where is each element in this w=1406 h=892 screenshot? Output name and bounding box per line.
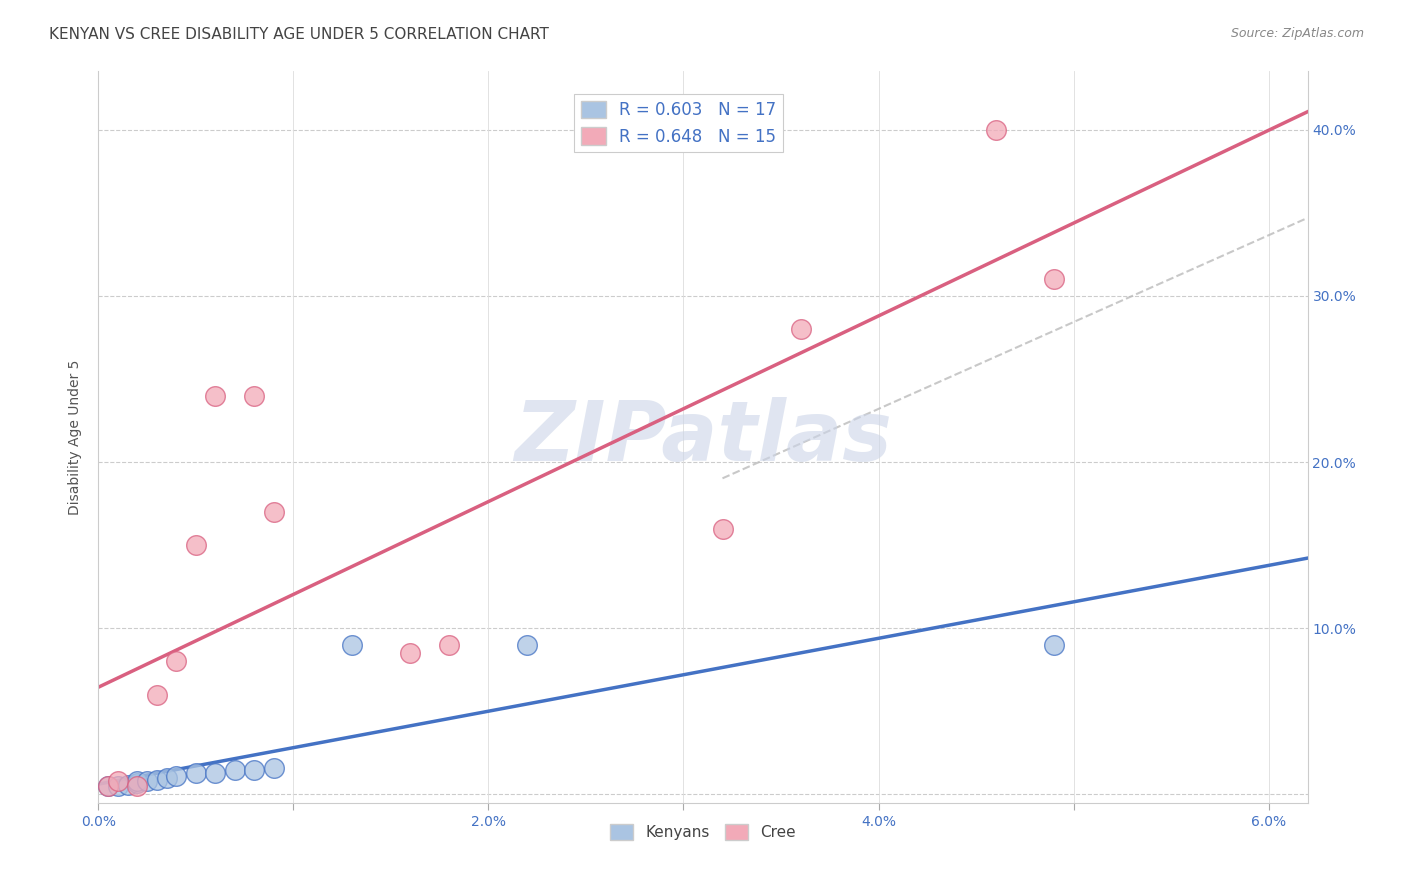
Point bbox=[263, 761, 285, 775]
Point bbox=[224, 763, 246, 777]
Point bbox=[340, 638, 363, 652]
Point bbox=[184, 765, 207, 780]
Point bbox=[1043, 638, 1066, 652]
Point bbox=[156, 771, 179, 785]
Point bbox=[136, 774, 159, 789]
Point bbox=[146, 772, 169, 787]
Point bbox=[97, 779, 120, 793]
Legend: Kenyans, Cree: Kenyans, Cree bbox=[605, 818, 801, 847]
Y-axis label: Disability Age Under 5: Disability Age Under 5 bbox=[69, 359, 83, 515]
Point bbox=[165, 769, 187, 783]
Point bbox=[243, 763, 266, 777]
Point bbox=[107, 779, 129, 793]
Point bbox=[1043, 272, 1066, 286]
Point bbox=[243, 388, 266, 402]
Point bbox=[516, 638, 538, 652]
Point bbox=[97, 779, 120, 793]
Point bbox=[984, 122, 1007, 136]
Text: Source: ZipAtlas.com: Source: ZipAtlas.com bbox=[1230, 27, 1364, 40]
Point bbox=[165, 655, 187, 669]
Point bbox=[117, 778, 139, 792]
Point bbox=[127, 776, 149, 790]
Point bbox=[204, 765, 226, 780]
Point bbox=[399, 646, 422, 660]
Point bbox=[439, 638, 461, 652]
Text: KENYAN VS CREE DISABILITY AGE UNDER 5 CORRELATION CHART: KENYAN VS CREE DISABILITY AGE UNDER 5 CO… bbox=[49, 27, 550, 42]
Point bbox=[127, 779, 149, 793]
Point bbox=[711, 521, 734, 535]
Point bbox=[146, 688, 169, 702]
Point bbox=[263, 505, 285, 519]
Point bbox=[107, 774, 129, 789]
Point bbox=[204, 388, 226, 402]
Point bbox=[184, 538, 207, 552]
Point bbox=[789, 322, 811, 336]
Point bbox=[127, 774, 149, 789]
Text: ZIPatlas: ZIPatlas bbox=[515, 397, 891, 477]
